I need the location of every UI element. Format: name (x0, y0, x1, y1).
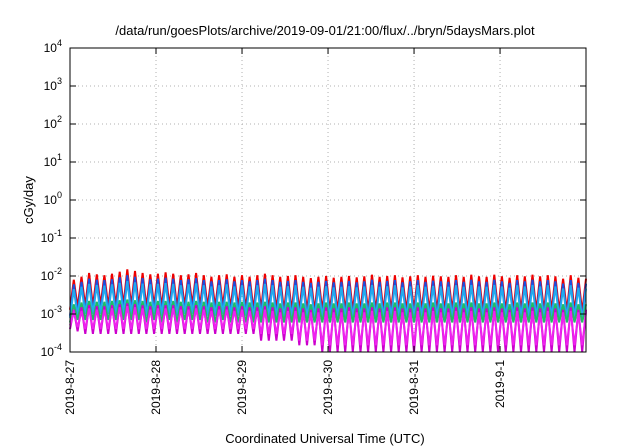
x-tick-label: 2019-8-30 (321, 360, 335, 415)
y-tick-label: 104 (44, 38, 62, 55)
x-tick-label: 2019-8-28 (149, 360, 163, 415)
grid (70, 48, 586, 352)
series-group (69, 269, 587, 353)
series-line-3 (69, 280, 587, 321)
y-tick-label: 10-3 (41, 304, 62, 321)
chart-title: /data/run/goesPlots/archive/2019-09-01/2… (115, 23, 535, 38)
y-tick-label: 102 (44, 114, 62, 131)
y-tick-label: 103 (44, 76, 62, 93)
series-line-6 (69, 306, 587, 346)
x-tick-label: 2019-8-27 (63, 360, 77, 415)
y-tick-label: 10-2 (41, 266, 62, 283)
y-tick-label: 100 (44, 190, 62, 207)
y-axis-label: cGy/day (21, 176, 36, 224)
series-line-4 (69, 299, 587, 323)
x-tick-label: 2019-8-29 (235, 360, 249, 415)
y-tick-label: 10-4 (41, 342, 62, 359)
x-tick-label: 2019-8-31 (407, 360, 421, 415)
x-axis-label: Coordinated Universal Time (UTC) (225, 431, 424, 446)
y-tick-label: 10-1 (41, 228, 62, 245)
axis-ticks: 10-4 10-3 10-2 10-1 100 101 102 103 104 2019-8-27… (41, 38, 586, 415)
y-tick-label: 101 (44, 152, 62, 169)
x-tick-label: 2019-9-1 (493, 360, 507, 408)
